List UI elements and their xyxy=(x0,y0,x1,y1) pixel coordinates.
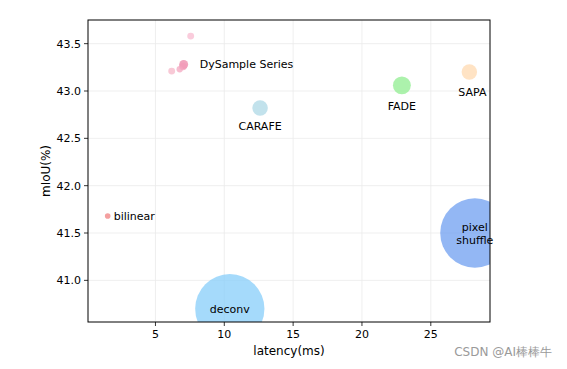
axis-label: mIoU(%) xyxy=(39,145,53,197)
chart: 5 10 15 20 25 41.0 41.5 42.0 42.5 43.0 43.5 latency… xyxy=(0,0,567,369)
tick xyxy=(224,322,225,326)
point-label: SAPA xyxy=(458,86,487,99)
watermark: CSDN @AI棒棒牛 xyxy=(454,345,552,359)
point-label: CARAFE xyxy=(238,120,281,133)
bubble xyxy=(462,64,477,79)
tick-label: 10 xyxy=(217,328,231,341)
point-label: FADE xyxy=(388,100,416,113)
tick-label: 41.0 xyxy=(57,274,82,287)
grid-line xyxy=(88,280,490,281)
marks xyxy=(105,33,490,322)
point-label: bilinear xyxy=(114,210,156,223)
bubble xyxy=(252,100,267,115)
bubble xyxy=(105,213,111,219)
grid-line xyxy=(430,20,431,322)
tick xyxy=(84,185,88,186)
tick-label: 42.5 xyxy=(57,132,82,145)
tick xyxy=(84,233,88,234)
frame xyxy=(88,20,490,322)
point-label: deconv xyxy=(210,303,250,316)
tick-label: 41.5 xyxy=(57,227,82,240)
grid-line xyxy=(88,43,490,44)
point-label: DySample Series xyxy=(200,58,294,71)
bubble xyxy=(393,76,411,94)
grid-line xyxy=(88,185,490,186)
grid-line xyxy=(88,138,490,139)
tick-label: 42.0 xyxy=(57,180,82,193)
grid-line xyxy=(88,233,490,234)
tick-label: 5 xyxy=(152,328,159,341)
label-line: shuffle xyxy=(456,234,493,247)
tick xyxy=(293,322,294,326)
bubble xyxy=(168,68,175,75)
grid-line xyxy=(88,91,490,92)
tick-label: 43.5 xyxy=(57,38,82,51)
tick-label: 15 xyxy=(286,328,300,341)
tick xyxy=(84,280,88,281)
tick xyxy=(155,322,156,326)
tick-label: 25 xyxy=(424,328,438,341)
tick xyxy=(430,322,431,326)
tick-label: 20 xyxy=(355,328,369,341)
axis-label: latency(ms) xyxy=(253,344,324,358)
bubble xyxy=(195,274,264,322)
tick xyxy=(361,322,362,326)
bubble xyxy=(440,198,490,267)
tick xyxy=(84,91,88,92)
bubble xyxy=(187,33,194,40)
grid-line xyxy=(155,20,156,322)
point-label: pixelshuffle xyxy=(456,221,493,247)
bubble xyxy=(177,66,183,72)
label-line: pixel xyxy=(462,221,488,234)
tick xyxy=(84,43,88,44)
grid-line xyxy=(361,20,362,322)
tick-label: 43.0 xyxy=(57,85,82,98)
tick xyxy=(84,138,88,139)
